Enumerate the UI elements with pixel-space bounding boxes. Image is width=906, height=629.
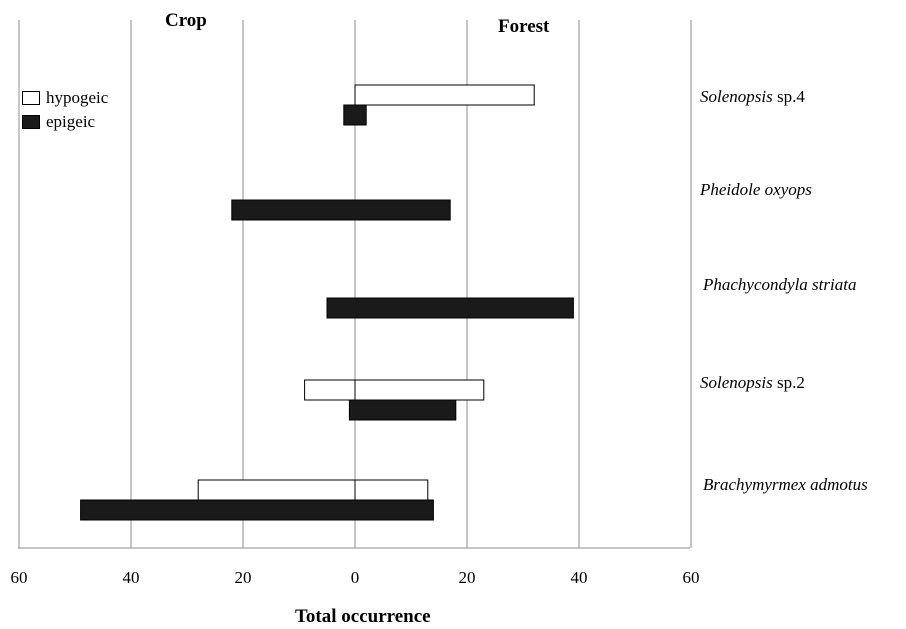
- legend-item-hypogeic: hypogeic: [22, 86, 108, 110]
- legend: hypogeic epigeic: [22, 86, 108, 134]
- bar-epigeic-2: [326, 297, 574, 319]
- legend-swatch-epigeic: [22, 115, 40, 129]
- x-tick-label-4: 20: [459, 568, 476, 587]
- x-tick-label-1: 40: [123, 568, 140, 587]
- bars: [80, 84, 574, 521]
- bar-hypogeic-4: [197, 479, 429, 501]
- bar-epigeic-1: [231, 199, 451, 221]
- bar-hypogeic-0: [354, 84, 535, 106]
- crop-header: Crop: [165, 10, 207, 31]
- x-tick-label-0: 60: [11, 568, 28, 587]
- species-label-brachymyrmex-admotus: Brachymyrmex admotus: [703, 475, 868, 494]
- legend-label-epigeic: epigeic: [46, 112, 96, 131]
- legend-item-epigeic: epigeic: [22, 110, 108, 134]
- x-tick-labels: 60 40 20 0 20 40 60: [11, 568, 700, 587]
- forest-header: Forest: [498, 16, 550, 37]
- bar-epigeic-0: [343, 104, 367, 126]
- legend-label-hypogeic: hypogeic: [46, 88, 109, 107]
- bar-hypogeic-3: [304, 379, 485, 401]
- species-label-solenopsis-sp4: Solenopsis sp.4: [700, 87, 805, 106]
- legend-swatch-hypogeic: [22, 91, 40, 105]
- species-label-phachycondyla-striata: Phachycondyla striata: [703, 275, 857, 294]
- x-tick-label-5: 40: [571, 568, 588, 587]
- species-label-pheidole-oxyops: Pheidole oxyops: [700, 180, 812, 199]
- x-axis-title: Total occurrence: [295, 606, 431, 627]
- bar-epigeic-4: [80, 499, 434, 521]
- x-tick-label-2: 20: [235, 568, 252, 587]
- x-tick-label-3: 0: [351, 568, 360, 587]
- bar-epigeic-3: [348, 399, 457, 421]
- species-label-solenopsis-sp2: Solenopsis sp.2: [700, 373, 805, 392]
- x-tick-label-6: 60: [683, 568, 700, 587]
